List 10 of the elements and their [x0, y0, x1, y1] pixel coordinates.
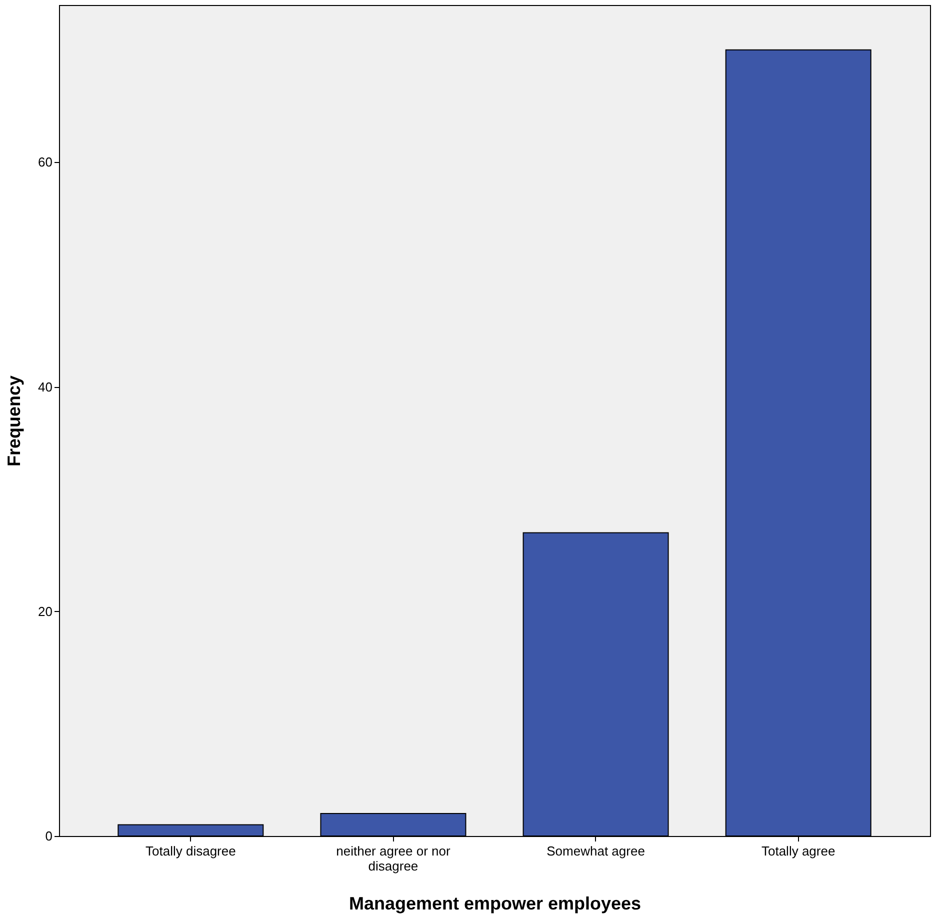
y-axis-title: Frequency — [4, 375, 24, 467]
y-tick-label: 60 — [38, 154, 52, 170]
x-tick-label: neither agree or nor disagree — [336, 844, 451, 874]
x-tick-label: Totally disagree — [146, 844, 236, 858]
y-tick-label: 40 — [38, 379, 52, 394]
y-tick-label: 0 — [45, 828, 52, 844]
x-axis-title: Management empower employees — [348, 894, 642, 914]
x-tick-label: Somewhat agree — [546, 844, 645, 858]
x-tick-label: Totally agree — [761, 844, 836, 858]
y-tick-label: 20 — [38, 604, 52, 619]
